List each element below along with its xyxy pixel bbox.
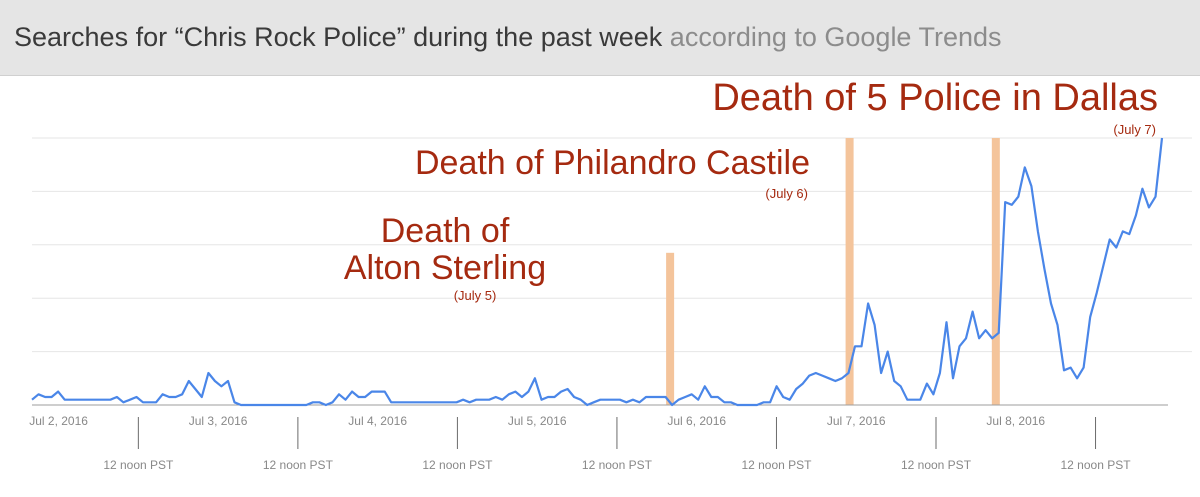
title-source: according to Google Trends bbox=[669, 22, 1002, 52]
x-tick-label-noon: 12 noon PST bbox=[582, 458, 653, 472]
event-bar-3 bbox=[991, 138, 1000, 405]
event-label-1: Alton Sterling bbox=[344, 249, 546, 287]
x-tick-label-noon: 12 noon PST bbox=[103, 458, 174, 472]
chart-header: Searches for “Chris Rock Police” during … bbox=[0, 0, 1200, 76]
event-date-2: (July 6) bbox=[765, 186, 808, 201]
event-label-3: Death of 5 Police in Dallas bbox=[712, 77, 1158, 119]
event-label-1: Death of bbox=[381, 212, 510, 250]
x-tick-label-noon: 12 noon PST bbox=[901, 458, 972, 472]
series-line bbox=[31, 137, 1164, 407]
x-tick-label-noon: 12 noon PST bbox=[422, 458, 493, 472]
x-tick-label-day: Jul 5, 2016 bbox=[508, 414, 567, 428]
event-date-1: (July 5) bbox=[454, 288, 497, 303]
trend-chart: Jul 2, 2016 Jul 3, 2016 Jul 4, 2016 Jul 5, … bbox=[29, 77, 1192, 472]
x-tick-label-day: Jul 7, 2016 bbox=[827, 414, 886, 428]
chart-title: Searches for “Chris Rock Police” during … bbox=[14, 22, 1002, 53]
x-tick-label-noon: 12 noon PST bbox=[741, 458, 812, 472]
event-bar-2 bbox=[845, 138, 854, 405]
x-tick-label-day: Jul 4, 2016 bbox=[348, 414, 407, 428]
x-tick-label-day: Jul 3, 2016 bbox=[189, 414, 248, 428]
x-tick-label-day: Jul 8, 2016 bbox=[986, 414, 1045, 428]
x-tick-label-day: Jul 2, 2016 bbox=[29, 414, 88, 428]
event-date-3: (July 7) bbox=[1113, 122, 1156, 137]
x-tick-label-noon: 12 noon PST bbox=[1060, 458, 1131, 472]
x-tick-label-noon: 12 noon PST bbox=[263, 458, 334, 472]
title-text: Searches for “Chris Rock Police” during … bbox=[14, 22, 663, 52]
event-label-2: Death of Philandro Castile bbox=[415, 144, 810, 182]
x-tick-label-day: Jul 6, 2016 bbox=[667, 414, 726, 428]
event-bar-1 bbox=[666, 252, 675, 405]
